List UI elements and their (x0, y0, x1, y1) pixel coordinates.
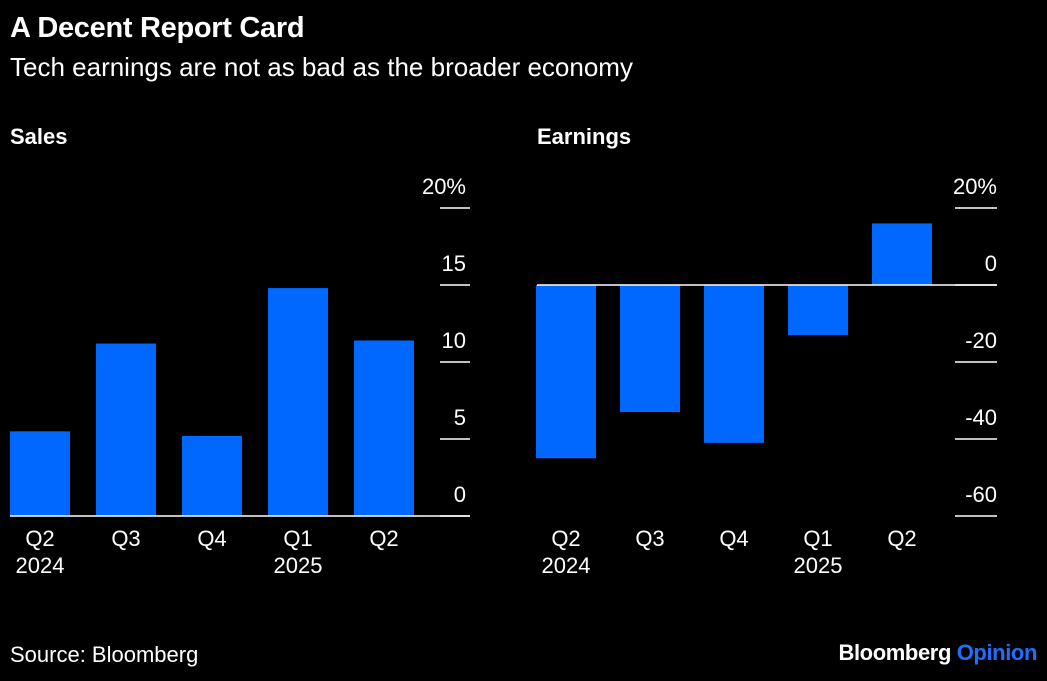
brand-main: Bloomberg (838, 640, 951, 665)
earnings-ytick-label-3: 0 (985, 251, 997, 276)
sales-bar-2 (182, 435, 242, 516)
earnings-ytick-label-1: -40 (965, 405, 997, 430)
earnings-xlabel-3: Q1 (803, 526, 832, 551)
sales-xlabel-4: Q2 (369, 526, 398, 551)
earnings-bar-4 (872, 223, 932, 285)
earnings-panel-title: Earnings (537, 124, 632, 149)
source-note: Source: Bloomberg (10, 642, 199, 667)
earnings-ytick-label-2: -20 (965, 328, 997, 353)
brand-accent: Opinion (956, 640, 1038, 665)
sales-ytick-label-4: 20% (422, 174, 466, 199)
sales-xlabel-0: Q2 (25, 526, 54, 551)
sales-ytick-label-1: 5 (454, 405, 466, 430)
earnings-bar-3 (788, 285, 848, 336)
page-subtitle: Tech earnings are not as bad as the broa… (10, 52, 633, 82)
earnings-bar-2 (704, 285, 764, 443)
sales-bar-4 (354, 340, 414, 516)
sales-ytick-label-0: 0 (454, 482, 466, 507)
earnings-xlabel-1: Q3 (635, 526, 664, 551)
earnings-bar-1 (620, 285, 680, 413)
sales-ytick-label-3: 15 (442, 251, 466, 276)
sales-xlabel-year-0: 2024 (16, 553, 65, 578)
sales-xlabel-2: Q4 (197, 526, 226, 551)
earnings-xlabel-year-3: 2025 (794, 553, 843, 578)
sales-ytick-label-2: 10 (442, 328, 466, 353)
page-title: A Decent Report Card (10, 12, 305, 44)
earnings-xlabel-year-0: 2024 (542, 553, 591, 578)
sales-panel-title: Sales (10, 124, 68, 149)
sales-bar-1 (96, 343, 156, 516)
sales-bar-0 (10, 431, 70, 516)
earnings-ytick-label-4: 20% (953, 174, 997, 199)
earnings-xlabel-2: Q4 (719, 526, 748, 551)
earnings-xlabel-0: Q2 (551, 526, 580, 551)
earnings-xlabel-4: Q2 (887, 526, 916, 551)
sales-bar-3 (268, 288, 328, 516)
brand-logo: Bloomberg Opinion (838, 640, 1037, 666)
sales-xlabel-1: Q3 (111, 526, 140, 551)
sales-xlabel-3: Q1 (283, 526, 312, 551)
earnings-bar-0 (536, 285, 596, 459)
sales-xlabel-year-3: 2025 (274, 553, 323, 578)
earnings-ytick-label-0: -60 (965, 482, 997, 507)
